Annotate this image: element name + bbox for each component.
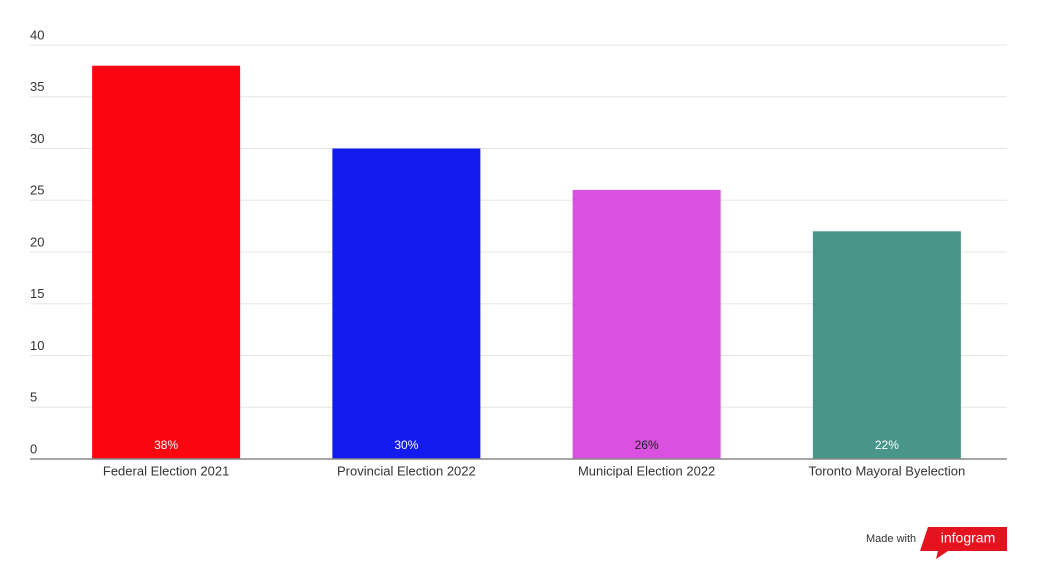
y-tick-label: 40 bbox=[30, 27, 44, 42]
x-tick-label: Toronto Mayoral Byelection bbox=[808, 463, 965, 478]
y-tick-label: 30 bbox=[30, 131, 44, 146]
y-tick-label: 10 bbox=[30, 338, 44, 353]
data-label: 38% bbox=[154, 438, 178, 452]
bar bbox=[332, 148, 481, 459]
infogram-brand[interactable]: infogram bbox=[941, 530, 995, 546]
x-tick-label: Municipal Election 2022 bbox=[578, 463, 715, 478]
data-label: 26% bbox=[635, 438, 659, 452]
y-tick-label: 15 bbox=[30, 286, 44, 301]
bar bbox=[92, 65, 241, 459]
x-tick-label: Federal Election 2021 bbox=[103, 463, 229, 478]
bar bbox=[812, 231, 961, 459]
y-tick-label: 5 bbox=[30, 390, 37, 405]
y-tick-label: 35 bbox=[30, 79, 44, 94]
y-tick-label: 25 bbox=[30, 183, 44, 198]
y-tick-label: 20 bbox=[30, 234, 44, 249]
made-with: Made with bbox=[866, 533, 916, 545]
y-tick-label: 0 bbox=[30, 441, 37, 456]
infogram-logo-bg bbox=[920, 527, 1007, 559]
data-label: 22% bbox=[875, 438, 899, 452]
data-label: 30% bbox=[394, 438, 418, 452]
x-tick-label: Provincial Election 2022 bbox=[337, 463, 476, 478]
bar bbox=[572, 189, 721, 459]
footer: Made with infogram bbox=[866, 527, 1007, 559]
